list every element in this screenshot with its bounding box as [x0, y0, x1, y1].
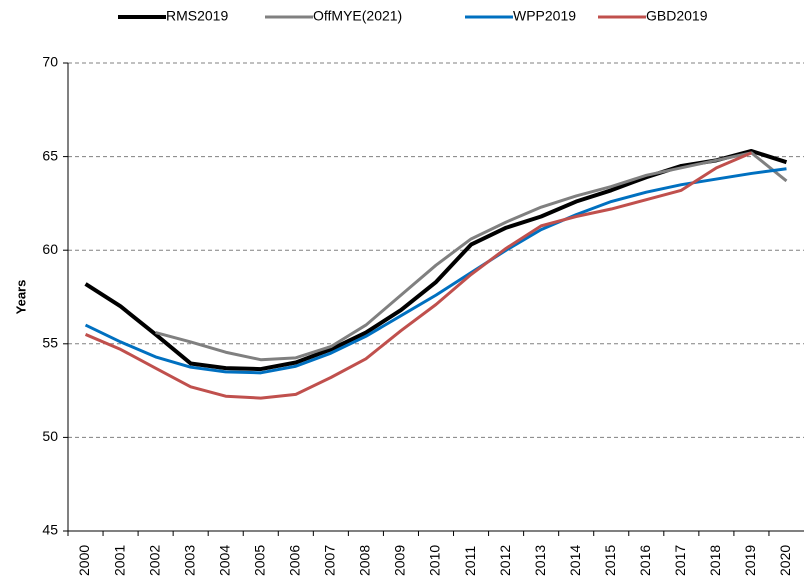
y-tick-label: 50 [42, 428, 58, 444]
legend-label: RMS2019 [166, 8, 228, 24]
series-line [84, 167, 787, 375]
y-tick-label: 60 [42, 241, 58, 257]
legend-label: GBD2019 [646, 8, 708, 24]
x-tick-label: 2001 [111, 545, 127, 576]
x-tick-label: 2014 [567, 545, 583, 576]
x-tick-label: 2007 [322, 545, 338, 576]
x-tick-label: 2015 [602, 545, 618, 576]
x-tick-label: 2011 [462, 546, 478, 576]
series-line [84, 151, 753, 400]
x-tick-label: 2016 [637, 545, 653, 576]
legend-label: WPP2019 [513, 8, 576, 24]
x-tick-label: 2019 [742, 545, 758, 576]
y-axis-label: Years [13, 280, 28, 315]
x-tick-label: 2004 [216, 545, 232, 576]
x-tick-label: 2000 [76, 545, 92, 576]
x-tick-label: 2005 [251, 545, 267, 576]
y-tick-label: 45 [42, 522, 58, 538]
x-tick-label: 2013 [532, 545, 548, 576]
x-tick-label: 2020 [777, 545, 793, 576]
x-tick-label: 2006 [287, 545, 303, 576]
x-tick-label: 2003 [181, 545, 197, 576]
series-line [155, 151, 788, 362]
x-tick-label: 2017 [672, 545, 688, 576]
x-tick-label: 2009 [392, 545, 408, 576]
y-tick-label: 55 [42, 335, 58, 351]
y-tick-label: 70 [42, 54, 58, 70]
x-tick-label: 2008 [357, 545, 373, 576]
y-tick-label: 65 [42, 147, 58, 163]
x-tick-label: 2012 [497, 545, 513, 576]
x-tick-label: 2018 [707, 545, 723, 576]
x-tick-label: 2010 [427, 545, 443, 576]
x-tick-label: 2002 [146, 545, 162, 576]
legend-label: OffMYE(2021) [313, 8, 402, 24]
